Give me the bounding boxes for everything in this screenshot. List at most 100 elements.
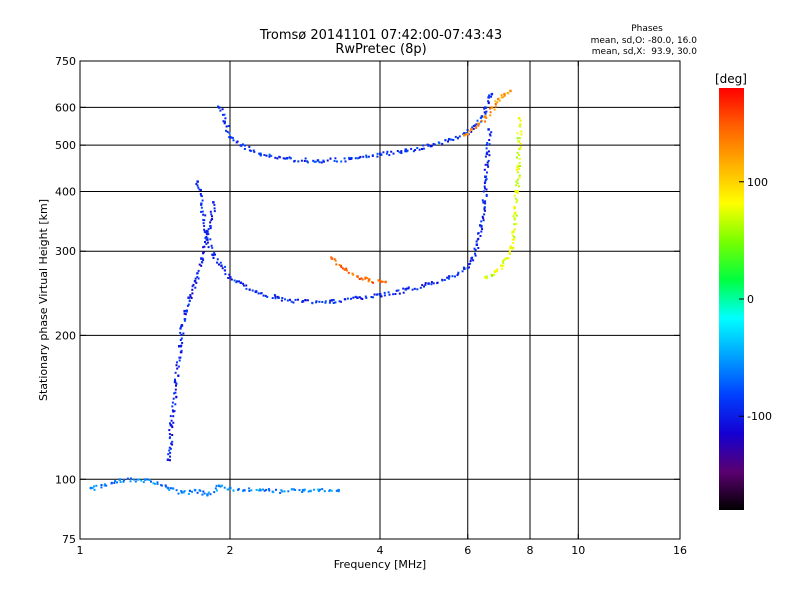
echo-point	[443, 279, 446, 281]
data-point	[517, 140, 520, 143]
echo-point	[483, 213, 486, 216]
echo-point	[372, 281, 374, 284]
echo-point	[189, 294, 192, 296]
echo-point	[402, 287, 405, 290]
data-point	[229, 136, 232, 139]
echo-point	[482, 219, 485, 222]
echo-point	[170, 419, 173, 422]
echo-point	[438, 142, 441, 145]
echo-point	[430, 281, 433, 284]
echo-point	[485, 275, 488, 278]
echo-point	[486, 142, 489, 144]
echo-point	[457, 272, 460, 275]
data-point	[497, 97, 500, 101]
echo-point	[516, 199, 519, 202]
echo-point	[340, 160, 343, 163]
echo-point	[171, 401, 174, 404]
echo-point	[430, 283, 433, 286]
echo-point	[251, 289, 254, 292]
echo-point	[262, 294, 265, 297]
data-point	[301, 300, 305, 303]
echo-point	[479, 117, 482, 120]
data-point	[316, 159, 320, 162]
echo-point	[173, 410, 176, 413]
echo-point	[209, 210, 212, 213]
echo-point	[134, 480, 137, 483]
echo-point	[484, 180, 487, 183]
echo-point	[221, 267, 224, 270]
echo-point	[516, 137, 519, 140]
echo-point	[358, 296, 361, 299]
echo-point	[179, 339, 182, 341]
echo-point	[329, 299, 332, 302]
data-point	[513, 212, 517, 215]
echo-point	[485, 195, 488, 197]
echo-point	[263, 154, 266, 156]
echo-point	[304, 157, 307, 160]
echo-point	[484, 120, 487, 123]
data-point	[379, 279, 382, 283]
echo-point	[513, 217, 516, 220]
data-point	[118, 478, 121, 481]
echo-point	[484, 187, 486, 190]
echo-point	[366, 277, 369, 280]
echo-point	[372, 296, 374, 299]
echo-point	[237, 488, 240, 491]
echo-point	[183, 490, 186, 493]
data-point	[504, 257, 508, 260]
data-point	[484, 115, 487, 118]
echo-point	[360, 277, 363, 280]
echo-point	[100, 484, 103, 486]
echo-point	[244, 144, 246, 147]
echo-point	[129, 480, 132, 483]
echo-point	[200, 210, 203, 213]
echo-point	[174, 403, 177, 406]
echo-point	[502, 264, 505, 267]
echo-point	[508, 250, 511, 253]
echo-point	[484, 200, 487, 203]
echo-point	[169, 455, 171, 458]
echo-point	[370, 296, 373, 298]
echo-point	[381, 280, 384, 283]
stats-heading: Phases	[631, 24, 663, 34]
echo-point	[488, 139, 491, 141]
echo-point	[487, 150, 490, 153]
echo-point	[518, 161, 521, 164]
echo-point	[225, 125, 228, 128]
data-point	[379, 293, 382, 296]
data-point	[183, 309, 186, 313]
echo-point	[252, 149, 255, 152]
echo-point	[213, 210, 216, 213]
echo-point	[410, 147, 413, 150]
echo-point	[190, 297, 193, 299]
echo-point	[473, 247, 476, 250]
echo-point	[194, 286, 197, 289]
echo-point	[204, 214, 207, 217]
echo-point	[485, 178, 488, 181]
echo-point	[465, 132, 468, 135]
echo-point	[352, 296, 355, 299]
echo-point	[480, 225, 483, 227]
echo-point	[197, 269, 200, 272]
echo-point	[506, 257, 509, 260]
echo-point	[175, 384, 177, 387]
echo-point	[348, 156, 351, 159]
echo-point	[123, 479, 126, 481]
echo-point	[298, 489, 301, 492]
data-point	[356, 296, 359, 299]
echo-point	[338, 264, 341, 266]
echo-point	[405, 150, 408, 153]
echo-point	[150, 480, 152, 483]
echo-point	[512, 246, 515, 249]
echo-point	[199, 193, 202, 195]
echo-point	[402, 291, 405, 294]
echo-point	[231, 136, 234, 139]
echo-point	[307, 490, 310, 493]
echo-point	[485, 147, 488, 150]
echo-point	[518, 157, 521, 160]
axis-ticks: 1 2 4 6 8 10 16 75 100 200 300 400 500 600 750	[55, 55, 687, 557]
echo-point	[404, 150, 407, 153]
echo-point	[488, 94, 491, 97]
echo-point	[474, 254, 477, 257]
echo-point	[503, 94, 506, 97]
